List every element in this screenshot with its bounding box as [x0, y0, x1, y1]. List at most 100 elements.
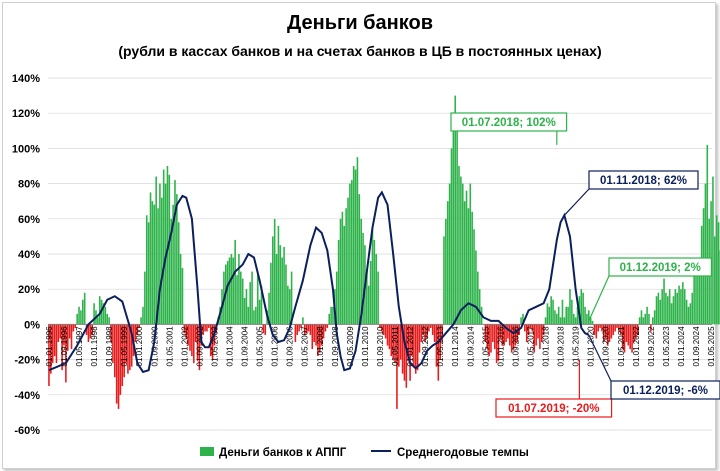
bar [610, 324, 613, 339]
bar [642, 317, 645, 325]
bar [473, 229, 475, 325]
bar [621, 324, 624, 350]
bar [87, 324, 90, 342]
bar [488, 324, 490, 357]
x-tick-label: 01.09.2000 [150, 326, 159, 367]
bar [435, 324, 438, 367]
bar [661, 289, 663, 325]
bar [409, 324, 411, 381]
bar [234, 239, 236, 325]
bar [57, 324, 60, 342]
bar [241, 278, 244, 325]
bar [68, 324, 71, 339]
bar [445, 218, 447, 325]
bar [441, 324, 443, 342]
bar [260, 285, 263, 325]
bar [689, 303, 692, 325]
bar [633, 324, 635, 342]
bar [290, 271, 293, 325]
bar [672, 296, 675, 325]
bar [503, 324, 505, 346]
bar [240, 271, 242, 325]
bar [119, 324, 122, 395]
annotation-label: 01.12.2019; -6% [623, 385, 708, 397]
bar [294, 324, 297, 342]
bar [208, 324, 210, 328]
bar [179, 254, 182, 325]
bar [439, 324, 441, 360]
bar [509, 324, 511, 346]
chart-subtitle: (рубли в кассах банков и на счетах банко… [118, 43, 602, 59]
bar [478, 289, 481, 325]
annotation-box [610, 380, 720, 400]
bar [382, 324, 385, 335]
x-tick-label: 01.05.2009 [346, 326, 355, 367]
bar [347, 197, 349, 325]
bar [72, 324, 75, 332]
y-tick-label: 0% [24, 319, 40, 331]
bar [172, 204, 174, 325]
bar [243, 298, 246, 325]
bar [121, 324, 124, 386]
bar [313, 324, 315, 342]
x-tick-label: 01.01.2012 [406, 326, 415, 367]
x-tick-label: 01.01.1996 [45, 326, 54, 367]
bar [685, 299, 688, 325]
bar [522, 313, 524, 325]
bar [307, 324, 310, 332]
bar [599, 324, 601, 328]
bar [367, 285, 370, 325]
bar [381, 324, 383, 332]
bar [117, 324, 120, 409]
bar [177, 222, 180, 325]
bar [665, 292, 667, 325]
x-tick-label: 01.09.2016 [511, 326, 520, 367]
bar [281, 257, 283, 325]
x-tick-label: 01.05.2001 [165, 326, 174, 367]
x-tick-label: 01.09.2006 [286, 326, 295, 367]
bar [542, 324, 545, 335]
bar [168, 174, 171, 325]
bar [524, 324, 526, 332]
bar [431, 324, 434, 335]
bar [74, 324, 77, 328]
bar [552, 299, 554, 325]
bar [373, 239, 376, 325]
bar [574, 317, 577, 325]
bar [153, 204, 156, 325]
bar [546, 303, 549, 325]
y-tick-label: 140% [12, 73, 40, 85]
bar [392, 324, 394, 360]
legend-label-bar: Деньги банков к АППГ [219, 447, 347, 459]
bar [636, 324, 639, 335]
bar [507, 324, 509, 339]
x-tick-label: 01.05.1997 [75, 326, 84, 367]
bar [698, 261, 701, 325]
bar [714, 236, 716, 325]
bar [273, 218, 276, 325]
bar [277, 225, 280, 325]
bar [230, 254, 233, 325]
bar [540, 324, 543, 342]
bar [591, 320, 594, 325]
bar [279, 245, 282, 325]
annotation-box [450, 112, 568, 132]
bar [691, 292, 694, 325]
bar [430, 324, 432, 328]
bar [554, 310, 556, 325]
bar [140, 317, 142, 325]
bar [683, 289, 686, 325]
x-tick-label: 01.01.2020 [587, 326, 596, 367]
bar [315, 324, 317, 346]
bar [424, 324, 426, 342]
x-tick-label: 01.05.2025 [707, 326, 716, 367]
bar [320, 324, 323, 346]
x-tick-label: 01.05.2003 [210, 326, 219, 367]
bar [181, 268, 184, 325]
x-tick-label: 01.05.2013 [436, 326, 445, 367]
bar [420, 324, 423, 342]
bar [303, 324, 306, 335]
bar [584, 306, 586, 325]
bar [106, 313, 109, 325]
